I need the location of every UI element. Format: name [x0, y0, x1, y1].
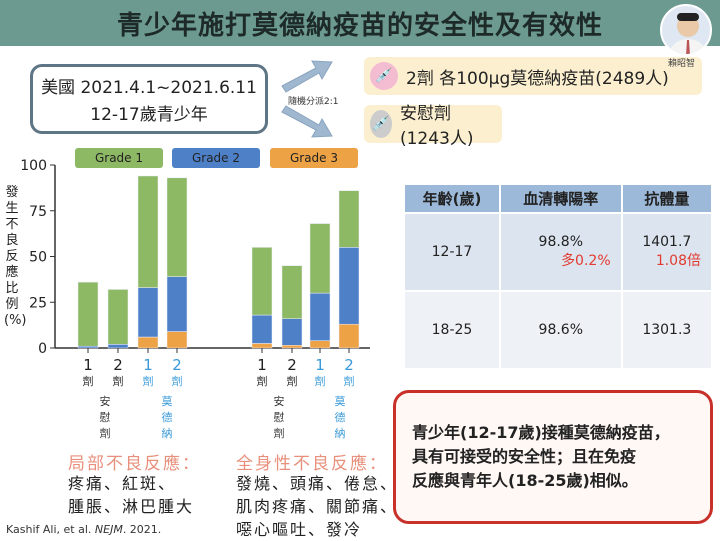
study-population: 12-17歲青少年 [90, 105, 208, 125]
bar-segment-g1 [251, 247, 273, 316]
bar-segment-g3 [281, 345, 303, 349]
header-antibody: 抗體量 [620, 183, 714, 214]
table-row: 18-25 98.6% 1301.3 [403, 290, 714, 370]
bar-segment-g2 [107, 344, 129, 349]
sero-value: 98.8% [538, 234, 584, 250]
conclusion-line-1: 青少年(12-17歲)接種莫德納疫苗， [412, 423, 670, 442]
cell-age: 18-25 [403, 290, 501, 370]
placebo-arm-box: 💉 安慰劑 (1243人) [364, 104, 502, 149]
bar-segment-g1 [166, 177, 188, 277]
local-line-1: 疼痛、紅斑、 [68, 474, 177, 493]
local-heading: 局部不良反應： [68, 454, 201, 474]
systemic-heading: 全身性不良反應： [236, 454, 388, 474]
table-header: 年齡(歲) 血清轉陽率 抗體量 [403, 183, 714, 214]
vaccine-arm-box: 💉 2劑 各100μg莫德納疫苗(2489人) [364, 57, 702, 95]
bar-segment-g3 [166, 331, 188, 349]
title-bar [0, 0, 720, 46]
arm-label-placebo: 安慰劑 [99, 395, 111, 440]
bar-segment-g2 [338, 247, 360, 325]
citation-year: . 2021. [122, 523, 162, 536]
randomization-arrows [281, 60, 333, 138]
bar-segment-g1 [137, 175, 159, 288]
y-tick-label: 75 [29, 204, 47, 220]
bar-segment-g2 [309, 292, 331, 341]
cell-age: 12-17 [403, 212, 501, 292]
citation-authors: Kashif Ali, et al. [6, 523, 92, 536]
randomization-label: 隨機分派2:1 [288, 97, 339, 107]
local-line-2: 腫脹、淋巴腫大 [68, 497, 195, 516]
bar-segment-g1 [309, 223, 331, 294]
cell-antibody: 1401.7 1.08倍 [620, 212, 714, 292]
presenter-name: 賴昭智 [668, 59, 696, 69]
vaccine-arm-label: 2劑 各100μg莫德納疫苗(2489人) [406, 68, 669, 89]
legend-grade-3: Grade 3 [270, 148, 358, 168]
sero-diff: 多0.2% [561, 253, 611, 269]
conclusion-line-3: 反應與青年人(18-25歲)相似。 [412, 471, 638, 490]
conclusion-box: 青少年(12-17歲)接種莫德納疫苗， 具有可接受的安全性；且在免疫 反應與青年… [393, 390, 713, 524]
syringe-icon: 💉 [370, 62, 398, 90]
y-tick-label: 25 [29, 295, 47, 311]
bar-segment-g2 [137, 287, 159, 338]
systemic-line-3: 噁心嘔吐、發冷 [236, 520, 363, 539]
bar-segment-g1 [107, 289, 129, 345]
arm-label-vaccine: 莫德納 [334, 395, 346, 440]
citation-journal: NEJM [94, 523, 123, 536]
bar-segment-g2 [251, 314, 273, 344]
header-seroconversion: 血清轉陽率 [498, 183, 623, 214]
header-age: 年齡(歲) [403, 183, 501, 214]
y-tick-label: 50 [29, 250, 47, 266]
adverse-reaction-chart: 0 25 50 75 100 [20, 158, 370, 357]
bar-segment-g1 [338, 190, 360, 248]
presenter-avatar [660, 4, 712, 56]
syringe-icon: 💉 [370, 110, 392, 138]
bar-segment-g2 [281, 318, 303, 346]
citation: Kashif Ali, et al. NEJM. 2021. [6, 523, 161, 536]
y-tick-label: 100 [20, 158, 47, 174]
titer-value: 1401.7 [642, 234, 692, 250]
arm-label-placebo: 安慰劑 [273, 395, 285, 440]
legend-grade-1: Grade 1 [75, 148, 163, 168]
study-info-box: 美國 2021.4.1~2021.6.11 12-17歲青少年 [30, 64, 268, 134]
bar-segment-g3 [137, 336, 159, 349]
cell-seroconversion: 98.6% [498, 290, 623, 370]
arm-label-vaccine: 莫德納 [161, 395, 173, 440]
legend-grade-2: Grade 2 [172, 148, 260, 168]
cell-seroconversion: 98.8% 多0.2% [498, 212, 623, 292]
placebo-arm-label: 安慰劑 (1243人) [399, 104, 474, 149]
systemic-line-1: 發燒、頭痛、倦怠、 [236, 474, 399, 493]
arrow-up-icon [281, 60, 333, 93]
bar-segment-g3 [338, 323, 360, 349]
arrow-down-icon [281, 105, 333, 138]
systemic-line-2: 肌肉疼痛、關節痛、 [236, 497, 399, 516]
y-tick-label: 0 [38, 341, 47, 357]
immunogenicity-table: 年齡(歲) 血清轉陽率 抗體量 12-17 98.8% 多0.2% 1401.7 1… [403, 183, 714, 370]
conclusion-line-2: 具有可接受的安全性；且在免疫 [412, 447, 637, 466]
cell-antibody: 1301.3 [620, 290, 714, 370]
bar-segment-g3 [309, 340, 331, 349]
bar-segment-g2 [166, 276, 188, 332]
bar-segment-g2 [77, 345, 99, 349]
study-period: 美國 2021.4.1~2021.6.11 [41, 78, 257, 98]
table-row: 12-17 98.8% 多0.2% 1401.7 1.08倍 [403, 212, 714, 292]
bar-segment-g1 [281, 265, 303, 319]
titer-ratio: 1.08倍 [655, 253, 701, 269]
bar-segment-g3 [251, 343, 273, 349]
slide-title: 青少年施打莫德納疫苗的安全性及有效性 [116, 11, 603, 41]
bar-segment-g1 [77, 281, 99, 347]
